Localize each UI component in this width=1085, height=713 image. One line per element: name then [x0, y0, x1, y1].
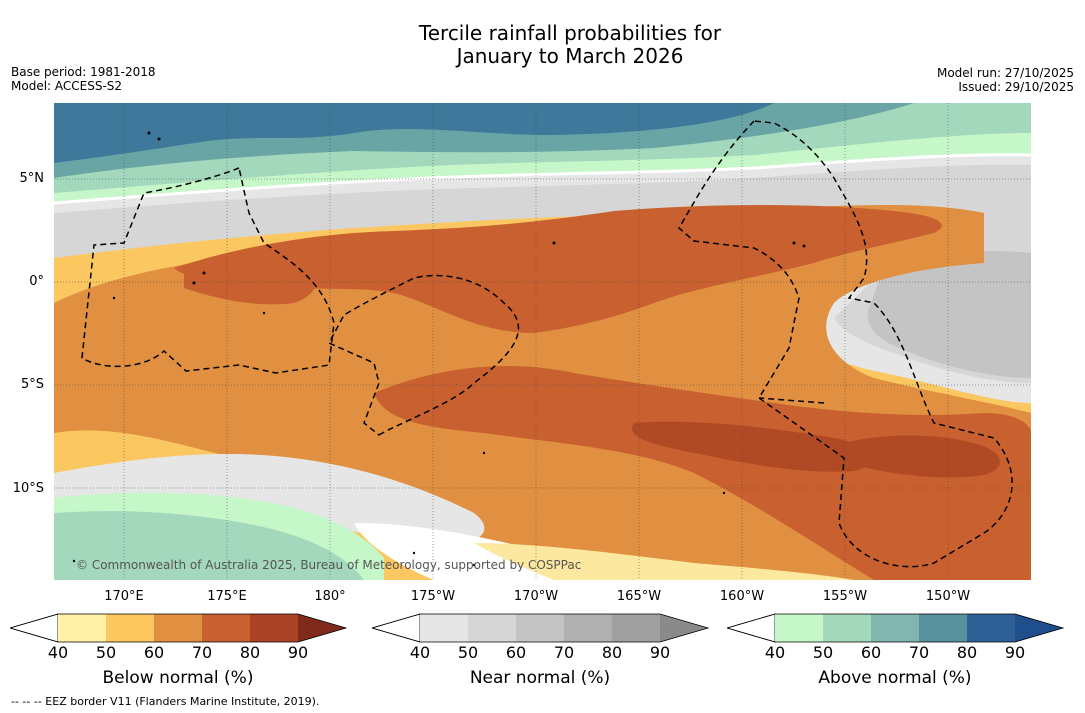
graticule: [54, 103, 1031, 580]
cb-an-tick: 40: [764, 643, 786, 662]
lon-label-175e: 175°E: [207, 589, 247, 604]
cb-bn-tick: 50: [95, 643, 117, 662]
cb-an-tick: 80: [956, 643, 978, 662]
cb-an-seg-5: [967, 614, 1015, 642]
cb-bn-tick: 40: [47, 643, 69, 662]
probability-map: [54, 103, 1031, 580]
bn80-zone-south: [374, 365, 1031, 580]
cb-an-tick: 90: [1004, 643, 1026, 662]
cb-bn-seg-3: [154, 614, 202, 642]
cb-an-tick: 50: [812, 643, 834, 662]
map-svg: [54, 103, 1031, 580]
cb-nn-tick: 80: [601, 643, 623, 662]
bn80-zone-west: [184, 261, 317, 305]
eez-borders: [81, 120, 1013, 568]
cb-bn-outline: [10, 613, 348, 643]
cb-an-tick: 60: [860, 643, 882, 662]
meta-left: Base period: 1981-2018 Model: ACCESS-S2: [11, 65, 156, 93]
bn90-pocket-1: [632, 421, 872, 472]
cb-an-upper-arrow: [1015, 614, 1063, 642]
cb-bn-label: Below normal (%): [102, 668, 254, 688]
cb-nn-lower-arrow: [372, 613, 421, 643]
cb-an-seg-1: [775, 614, 823, 642]
cb-an-outline: [727, 613, 1065, 643]
title-line-1: Tercile rainfall probabilities for: [418, 21, 722, 45]
cb-an-seg-4: [919, 614, 967, 642]
nn60-patch-east: [867, 251, 1031, 378]
lon-label-155w: 155°W: [822, 589, 868, 604]
cb-nn-tick: 50: [457, 643, 479, 662]
cb-an-lower-arrow: [727, 613, 776, 643]
lon-label-170e: 170°E: [104, 589, 144, 604]
an70-band: [54, 103, 774, 163]
nn-band-south: [54, 453, 485, 543]
cb-nn-tick: 70: [553, 643, 575, 662]
islands: [72, 131, 806, 567]
lon-label-170w: 170°W: [513, 589, 559, 604]
lon-label-175w: 175°W: [410, 589, 456, 604]
cb-nn-seg-1: [420, 614, 468, 642]
bn50-band-south: [474, 543, 854, 580]
lat-label-10s: 10°S: [12, 481, 44, 496]
cb-bn-tick: 60: [143, 643, 165, 662]
an50-band-south: [54, 511, 364, 580]
cb-bn-tick: 80: [239, 643, 261, 662]
colorbar-above-normal: [727, 613, 1065, 643]
model-name: Model: ACCESS-S2: [11, 79, 123, 93]
copyright-notice: © Commonwealth of Australia 2025, Bureau…: [76, 558, 582, 572]
cb-bn-upper-arrow: [298, 614, 346, 642]
figure-title: Tercile rainfall probabilities for Janua…: [0, 22, 1085, 68]
cb-bn-seg-4: [202, 614, 250, 642]
cb-bn-seg-2: [106, 614, 154, 642]
cb-nn-tick: 40: [409, 643, 431, 662]
cb-bn-tick: 90: [287, 643, 309, 662]
lon-label-165w: 165°W: [616, 589, 662, 604]
colorbar-below-normal: [10, 613, 348, 643]
cb-nn-seg-5: [612, 614, 660, 642]
lon-label-150w: 150°W: [925, 589, 971, 604]
lat-label-5n: 5°N: [19, 171, 45, 186]
cb-nn-seg-2: [468, 614, 516, 642]
bn80-zone-central: [174, 205, 942, 333]
cb-an-seg-3: [871, 614, 919, 642]
meta-right: Model run: 27/10/2025 Issued: 29/10/2025: [937, 66, 1074, 94]
lat-label-5s: 5°S: [20, 377, 44, 392]
cb-an-label: Above normal (%): [818, 668, 972, 688]
cb-nn-upper-arrow: [660, 614, 708, 642]
cb-bn-lower-arrow: [10, 613, 59, 643]
lat-label-0: 0°: [29, 274, 44, 289]
nn-outline: [54, 153, 1031, 205]
base-period: Base period: 1981-2018: [11, 65, 156, 79]
cb-bn-seg-1: [58, 614, 106, 642]
eez-footnote: -- -- -- EEZ border V11 (Flanders Marine…: [11, 695, 320, 708]
issued-date: Issued: 29/10/2025: [958, 80, 1074, 94]
cb-nn-label: Near normal (%): [469, 668, 611, 688]
cb-nn-tick: 60: [505, 643, 527, 662]
model-run: Model run: 27/10/2025: [936, 66, 1074, 80]
colorbar-near-normal: [372, 613, 710, 643]
cb-bn-tick: 70: [191, 643, 213, 662]
cb-an-tick: 70: [908, 643, 930, 662]
cb-bn-seg-5: [250, 614, 298, 642]
title-line-2: January to March 2026: [456, 44, 684, 68]
cb-nn-seg-4: [564, 614, 612, 642]
cb-nn-seg-3: [516, 614, 564, 642]
cb-an-seg-2: [823, 614, 871, 642]
bn90-pocket-2: [844, 435, 1001, 478]
lon-label-180: 180°: [314, 589, 346, 604]
lon-label-160w: 160°W: [719, 589, 765, 604]
cb-nn-tick: 90: [649, 643, 671, 662]
cb-nn-outline: [372, 613, 710, 643]
